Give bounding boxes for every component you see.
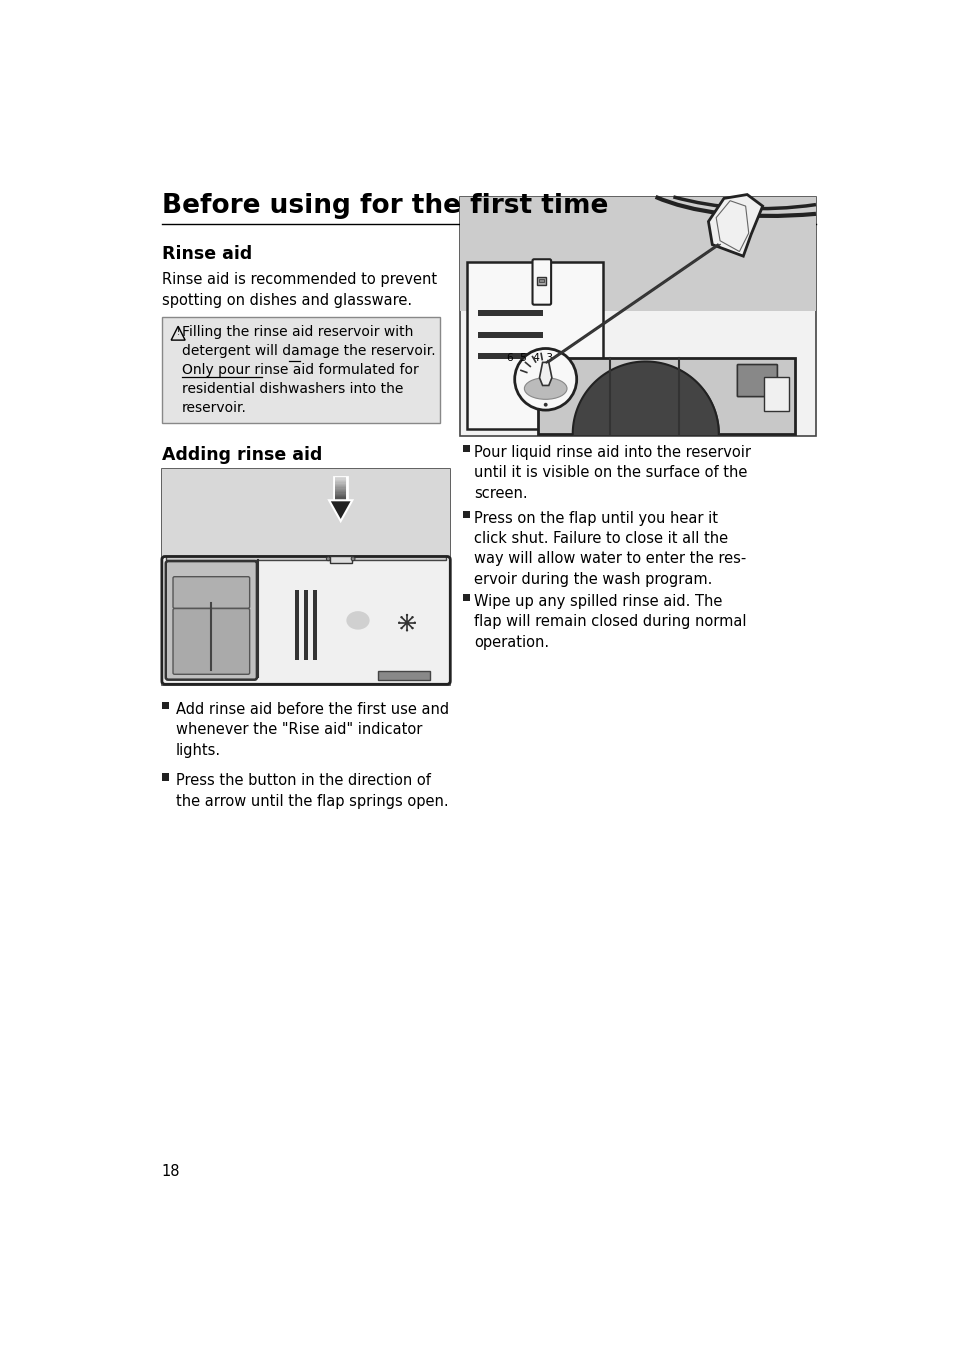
Circle shape [405,614,408,617]
Bar [477,353,542,360]
Bar [462,511,470,518]
Circle shape [414,622,416,623]
Text: Press the button in the direction of
the arrow until the flap springs open.: Press the button in the direction of the… [175,773,448,808]
Text: Add rinse aid before the first use and
whenever the "Rise aid" indicator
lights.: Add rinse aid before the first use and w… [175,702,449,758]
Text: Filling the rinse aid reservoir with
detergent will damage the reservoir.
Only p: Filling the rinse aid reservoir with det… [182,324,436,415]
Bar [459,197,815,435]
Polygon shape [539,362,552,385]
Bar [162,702,169,710]
Bar [335,477,347,503]
Text: 18: 18 [162,1164,180,1179]
Polygon shape [329,500,352,521]
Circle shape [411,617,414,618]
Bar [477,331,542,338]
Bar [162,469,450,556]
Circle shape [326,557,330,561]
Bar [763,377,789,411]
Text: Before using for the first time: Before using for the first time [162,193,608,219]
Text: Adding rinse aid: Adding rinse aid [162,446,322,464]
FancyBboxPatch shape [532,260,551,304]
Text: Rinse aid: Rinse aid [162,246,252,264]
Bar [462,594,470,602]
Text: 6  5  4  3: 6 5 4 3 [506,353,553,362]
Bar [539,279,543,283]
Ellipse shape [524,377,566,399]
Bar [537,277,546,285]
Text: Rinse aid is recommended to prevent
spotting on dishes and glassware.: Rinse aid is recommended to prevent spot… [162,272,436,308]
Bar [303,589,308,660]
Bar [377,671,430,680]
Circle shape [405,629,408,631]
Bar [330,556,351,564]
Text: Pour liquid rinse aid into the reservoir
until it is visible on the surface of t: Pour liquid rinse aid into the reservoir… [474,445,751,500]
Bar [313,589,317,660]
Bar [162,469,450,685]
Text: !: ! [176,327,179,337]
Text: Wipe up any spilled rinse aid. The
flap will remain closed during normal
operati: Wipe up any spilled rinse aid. The flap … [474,594,746,649]
Bar [537,358,794,434]
Bar [162,556,450,685]
Circle shape [351,557,355,561]
Circle shape [543,403,547,407]
Circle shape [411,627,414,629]
Circle shape [405,621,409,625]
Polygon shape [708,195,761,256]
Bar [467,262,602,430]
Circle shape [400,627,402,629]
Circle shape [515,349,577,410]
Circle shape [400,617,402,618]
Bar [294,589,298,660]
FancyBboxPatch shape [172,608,250,675]
FancyBboxPatch shape [166,561,256,680]
Bar [162,773,169,780]
Bar [166,556,446,560]
Bar [462,445,470,452]
FancyBboxPatch shape [737,365,777,396]
Ellipse shape [346,611,369,630]
Bar [477,310,542,316]
Bar [459,197,815,311]
Bar [162,316,439,423]
FancyBboxPatch shape [172,577,250,608]
Text: Press on the flap until you hear it
click shut. Failure to close it all the
way : Press on the flap until you hear it clic… [474,511,746,587]
Circle shape [397,622,400,623]
